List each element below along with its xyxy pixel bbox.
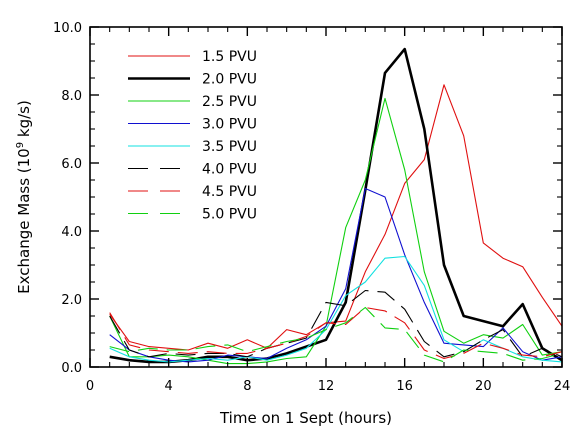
y-tick-label: 2.0: [61, 293, 82, 308]
series-line-4-0-pvu: [109, 289, 563, 358]
y-tick-label: 4.0: [61, 225, 82, 240]
series-line-3-5-pvu: [109, 255, 563, 363]
legend-label: 4.5 PVU: [202, 184, 257, 200]
y-axis-title-prefix: Exchange Mass (10: [15, 148, 33, 294]
legend-label: 5.0 PVU: [202, 207, 257, 223]
legend-label: 2.0 PVU: [202, 72, 257, 88]
legend-label: 3.0 PVU: [202, 117, 257, 133]
legend-label: 4.0 PVU: [202, 162, 257, 178]
series-line-3-0-pvu: [109, 187, 563, 363]
y-tick-label: 0.0: [61, 361, 82, 376]
series-line-2-5-pvu: [109, 97, 563, 365]
x-tick-label: 16: [396, 379, 413, 394]
y-axis-title-suffix: kg/s): [15, 100, 33, 142]
y-tick-label: 10.0: [53, 21, 82, 36]
series-line-2-0-pvu: [109, 47, 563, 364]
legend: 1.5 PVU 2.0 PVU 2.5 PVU 3.0 PVU 3.5 PVU 4.0 P…: [128, 49, 257, 223]
series-line-1-5-pvu: [109, 84, 563, 351]
series-line-5-0-pvu: [109, 306, 563, 363]
legend-label: 2.5 PVU: [202, 94, 257, 110]
y-tick-label: 8.0: [61, 89, 82, 104]
x-tick-label: 0: [86, 379, 94, 394]
tick-labels-layer: 0 4 8 12 16 20 24 0.0 2.0 4.0 6.0 8.0 10.0: [53, 21, 570, 394]
x-tick-label: 20: [475, 379, 492, 394]
series-layer: [109, 47, 563, 365]
x-axis-title: Time on 1 Sept (hours): [219, 409, 392, 427]
x-tick-label: 12: [318, 379, 335, 394]
y-tick-label: 6.0: [61, 157, 82, 172]
legend-label: 3.5 PVU: [202, 139, 257, 155]
x-tick-label: 4: [165, 379, 173, 394]
legend-label: 1.5 PVU: [202, 49, 257, 65]
x-tick-label: 8: [243, 379, 251, 394]
ticks-layer: [89, 26, 563, 368]
y-axis-title-exponent: 9: [15, 142, 26, 148]
y-axis-title: Exchange Mass (109 kg/s): [15, 100, 33, 294]
x-tick-label: 24: [554, 379, 571, 394]
series-line-4-5-pvu: [109, 306, 563, 360]
